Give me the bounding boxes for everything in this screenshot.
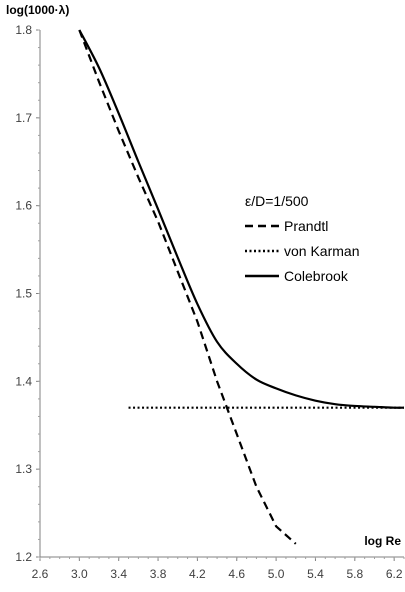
x-tick-label: 6.2	[386, 567, 403, 581]
axes: 1.2 1.3 1.4 1.5 1.6 1.7 1.8 2.6 3.0 3.4 3.8 4.2 4.6 5…	[15, 23, 405, 581]
x-tick-label: 3.0	[71, 567, 88, 581]
x-tick-label: 2.6	[32, 567, 49, 581]
legend-label-colebrook: Colebrook	[284, 268, 349, 284]
x-tick-label: 5.4	[307, 567, 324, 581]
series-layer	[78, 29, 405, 545]
y-axis-title: log(1000·λ)	[6, 3, 69, 17]
y-tick-label: 1.7	[15, 111, 32, 125]
y-tick-label: 1.3	[15, 462, 32, 476]
y-tick-label: 1.6	[15, 199, 32, 213]
legend-label-prandtl: Prandtl	[284, 218, 328, 234]
series-colebrook-line	[78, 29, 405, 409]
x-tick-label: 5.0	[268, 567, 285, 581]
y-tick-label: 1.4	[15, 374, 32, 388]
x-tick-label: 5.8	[346, 567, 363, 581]
y-tick-label: 1.8	[15, 23, 32, 37]
x-axis-title: log Re	[364, 534, 401, 548]
x-tick-label: 3.4	[110, 567, 127, 581]
legend-label-von-karman: von Karman	[284, 243, 359, 259]
x-tick-label: 4.6	[228, 567, 245, 581]
y-tick-label: 1.5	[15, 287, 32, 301]
y-tick-label: 1.2	[15, 550, 32, 564]
legend-title: ε/D=1/500	[245, 193, 309, 209]
legend: ε/D=1/500 Prandtl von Karman Colebrook	[245, 193, 359, 284]
x-tick-label: 3.8	[150, 567, 167, 581]
series-prandtl-line	[78, 29, 297, 545]
x-tick-label: 4.2	[189, 567, 206, 581]
